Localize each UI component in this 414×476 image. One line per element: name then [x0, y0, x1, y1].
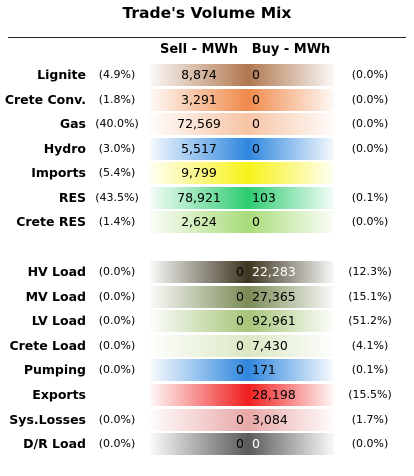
row-label-mv-load: MV Load: [25, 288, 86, 304]
row-label-exports: Exports: [32, 387, 86, 402]
sell-percent: (1.4%): [98, 215, 136, 228]
buy-value-cell: 7,430: [248, 334, 334, 357]
buy-percent: (0.1%): [351, 190, 389, 204]
sell-value-cell: 0: [150, 261, 248, 283]
sell-percent: (40.0%): [95, 117, 139, 130]
sell-value-cell: 0: [150, 310, 248, 333]
sell-value-cell: 5,517: [150, 137, 248, 160]
buy-percent: (1.7%): [351, 412, 389, 426]
buy-percent: (0.0%): [351, 437, 389, 451]
buy-value-cell: 0: [248, 433, 334, 456]
sell-value-cell: [150, 384, 248, 406]
load-row: D/R Load (0.0%) 0 0 (0.0%): [0, 432, 414, 456]
buy-value-cell: 103: [248, 186, 334, 209]
buy-percent: (0.1%): [351, 363, 389, 377]
title-divider: [8, 37, 406, 38]
sell-value-cell: 0: [150, 334, 248, 357]
buy-percent: (4.1%): [351, 338, 389, 352]
sell-percent: (0.0%): [98, 289, 136, 303]
buy-percent: (15.5%): [348, 388, 392, 401]
load-row: Crete Load (0.0%) 0 7,430 (4.1%): [0, 334, 414, 358]
load-row: MV Load (0.0%) 0 27,365 (15.1%): [0, 285, 414, 309]
load-row: Pumping (0.0%) 0 171 (0.1%): [0, 358, 414, 382]
buy-percent: (0.0%): [351, 141, 389, 155]
sell-value-cell: 78,921: [150, 186, 248, 209]
row-label-hydro: Hydro: [43, 140, 86, 156]
buy-column-header: Buy - MWh: [251, 42, 331, 57]
sell-value-cell: 0: [150, 408, 248, 431]
row-label-crete-conv: Crete Conv.: [4, 91, 86, 107]
sell-percent: (4.9%): [98, 68, 136, 81]
buy-value-cell: 28,198: [248, 384, 334, 406]
buy-value-cell: 0: [248, 211, 334, 233]
buy-percent: (0.0%): [351, 68, 389, 81]
buy-value-cell: 0: [248, 137, 334, 160]
row-label-crete-load: Crete Load: [9, 337, 86, 353]
buy-value-cell: 0: [248, 88, 334, 111]
sell-value-cell: 3,291: [150, 88, 248, 111]
row-label-pumping: Pumping: [23, 362, 86, 378]
row-label-gas: Gas: [59, 116, 86, 131]
row-label-sys-losses: Sys.Losses: [9, 411, 86, 427]
buy-value-cell: 0: [248, 64, 334, 86]
sell-value-cell: 8,874: [150, 64, 248, 86]
row-label-hv-load: HV Load: [27, 264, 86, 279]
buy-value-cell: 27,365: [248, 285, 334, 308]
sell-value-cell: 9,799: [150, 162, 248, 184]
sell-percent: (3.0%): [98, 141, 136, 155]
sell-value-cell: 0: [150, 285, 248, 308]
buy-percent: (12.3%): [348, 265, 392, 278]
buy-percent: (0.0%): [351, 117, 389, 130]
buy-value-cell: 3,084: [248, 408, 334, 431]
sell-value-cell: 2,624: [150, 211, 248, 233]
sell-percent: (0.0%): [98, 412, 136, 426]
generation-row: Hydro (3.0%) 5,517 0 (0.0%): [0, 137, 414, 161]
row-label-d-r-load: D/R Load: [23, 436, 86, 452]
load-row: HV Load (0.0%) 0 22,283 (12.3%): [0, 260, 414, 284]
buy-value-cell: 0: [248, 113, 334, 135]
load-row: Sys.Losses (0.0%) 0 3,084 (1.7%): [0, 408, 414, 432]
sell-percent: (1.8%): [98, 92, 136, 106]
sell-percent: (0.0%): [98, 437, 136, 451]
generation-row: Crete RES (1.4%) 2,624 0 (0.0%): [0, 210, 414, 234]
sell-percent: (0.0%): [98, 265, 136, 278]
row-label-crete-res: Crete RES: [16, 214, 86, 229]
buy-percent: (0.0%): [351, 92, 389, 106]
generation-row: Crete Conv. (1.8%) 3,291 0 (0.0%): [0, 88, 414, 112]
generation-row: Imports (5.4%) 9,799: [0, 161, 414, 185]
sell-percent: (5.4%): [98, 166, 136, 179]
sell-value-cell: 72,569: [150, 113, 248, 135]
row-label-imports: Imports: [31, 165, 86, 180]
row-label-lignite: Lignite: [37, 67, 86, 82]
buy-percent: (0.0%): [351, 215, 389, 228]
row-label-lv-load: LV Load: [31, 313, 86, 329]
sell-percent: (0.0%): [98, 338, 136, 352]
generation-row: RES (43.5%) 78,921 103 (0.1%): [0, 186, 414, 210]
sell-value-cell: 0: [150, 359, 248, 382]
sell-value-cell: 0: [150, 433, 248, 456]
load-row: Exports 28,198 (15.5%): [0, 383, 414, 407]
buy-percent: (51.2%): [348, 314, 392, 328]
buy-value-cell: 22,283: [248, 261, 334, 283]
table-title: Trade's Volume Mix: [122, 4, 292, 22]
generation-row: Gas (40.0%) 72,569 0 (0.0%): [0, 112, 414, 136]
sell-column-header: Sell - MWh: [159, 42, 239, 57]
buy-value-cell: [248, 162, 334, 184]
sell-percent: (43.5%): [95, 190, 139, 204]
buy-value-cell: 171: [248, 359, 334, 382]
buy-value-cell: 92,961: [248, 310, 334, 333]
row-label-res: RES: [58, 189, 86, 205]
buy-percent: (15.1%): [348, 289, 392, 303]
sell-percent: (0.0%): [98, 314, 136, 328]
sell-percent: (0.0%): [98, 363, 136, 377]
load-row: LV Load (0.0%) 0 92,961 (51.2%): [0, 309, 414, 333]
generation-row: Lignite (4.9%) 8,874 0 (0.0%): [0, 63, 414, 87]
